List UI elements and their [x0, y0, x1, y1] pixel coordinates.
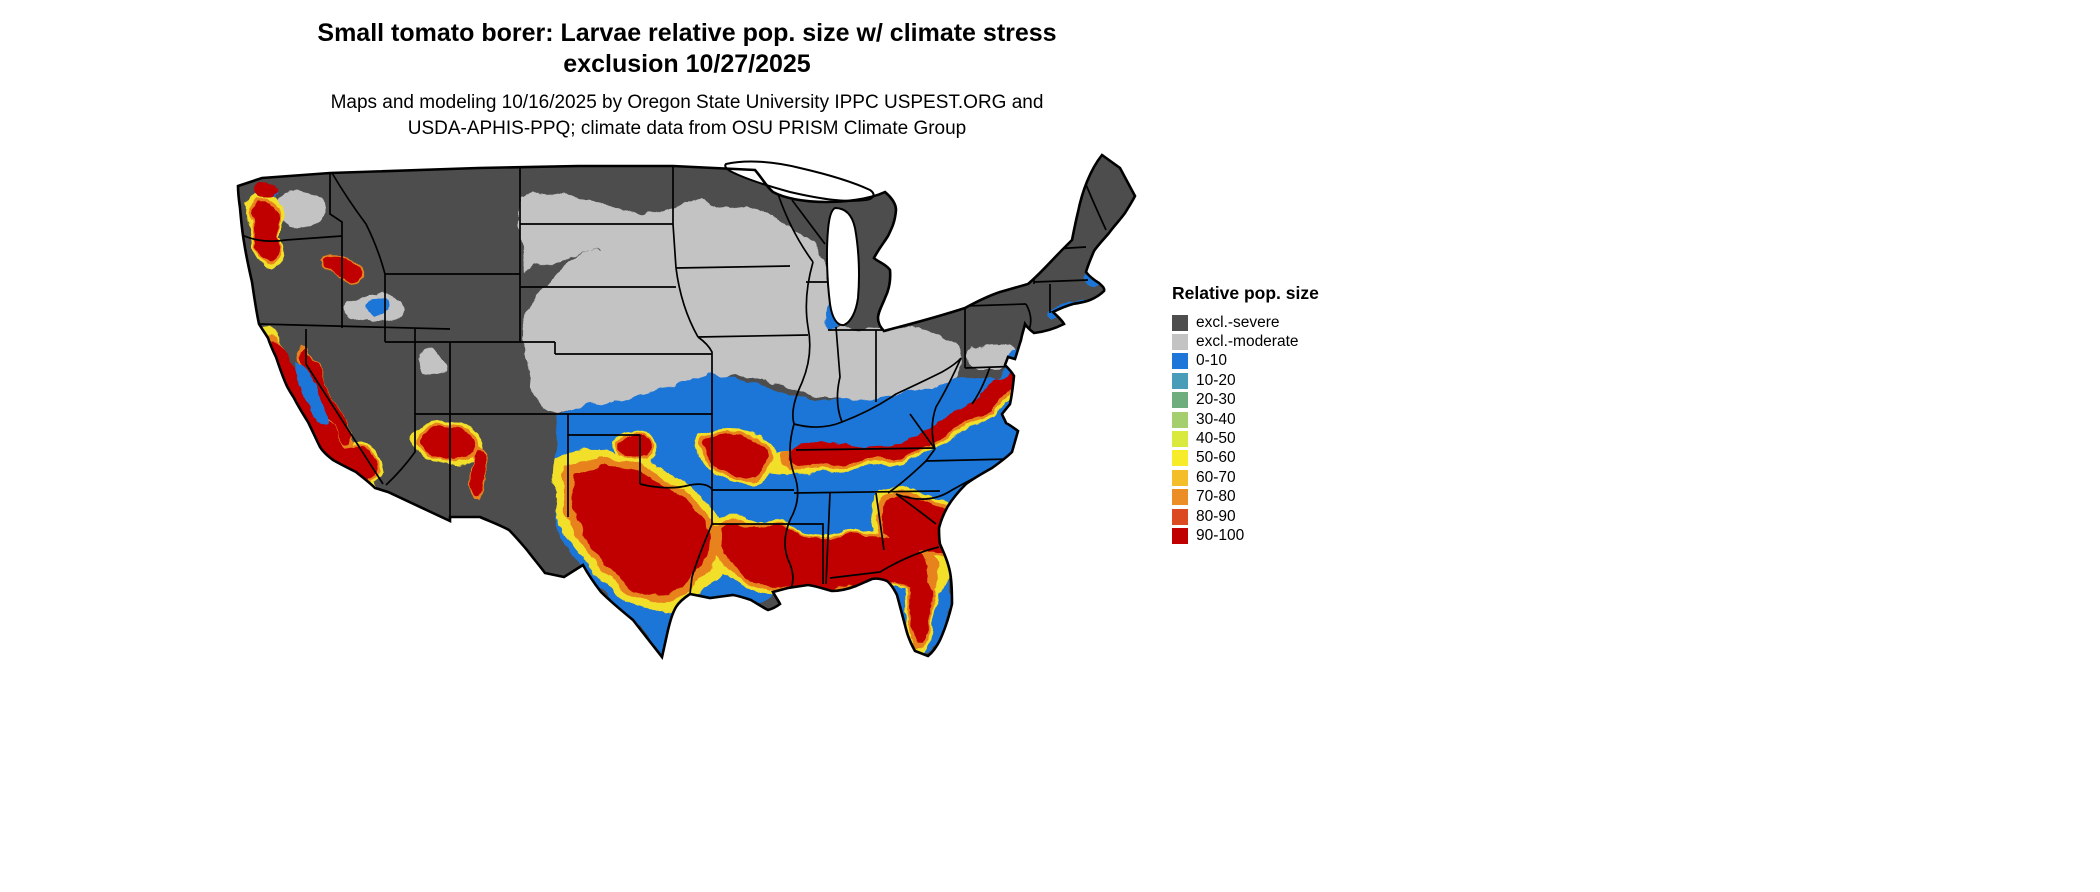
legend-item-label: 40-50	[1196, 430, 1236, 448]
page-subtitle: Maps and modeling 10/16/2025 by Oregon S…	[0, 90, 1374, 142]
legend-item: excl.-severe	[1172, 313, 1402, 332]
legend-item-label: excl.-moderate	[1196, 333, 1299, 351]
us-map-svg	[236, 153, 1137, 660]
great-lakes	[724, 160, 875, 327]
legend-swatch	[1172, 450, 1188, 467]
legend-item: 0-10	[1172, 352, 1402, 371]
region-low-pockets	[296, 362, 327, 426]
legend-item: 60-70	[1172, 468, 1402, 487]
legend-item-label: 50-60	[1196, 449, 1236, 467]
legend-item: 70-80	[1172, 488, 1402, 507]
subtitle-line-1: Maps and modeling 10/16/2025 by Oregon S…	[330, 92, 1044, 113]
legend-item-label: 30-40	[1196, 410, 1236, 428]
legend-swatch	[1172, 431, 1188, 448]
legend-swatch	[1172, 411, 1188, 428]
legend-swatch	[1172, 508, 1188, 525]
legend-item-label: 0-10	[1196, 352, 1228, 370]
region-excluded-moderate	[276, 191, 1020, 412]
legend-swatch	[1172, 392, 1188, 409]
legend-item-label: 60-70	[1196, 468, 1236, 486]
legend-item: 80-90	[1172, 507, 1402, 526]
legend-item-label: 70-80	[1196, 488, 1236, 506]
legend-item: 50-60	[1172, 449, 1402, 468]
legend-swatch	[1172, 334, 1188, 351]
legend-swatch	[1172, 372, 1188, 389]
legend-item: 10-20	[1172, 371, 1402, 390]
legend-swatch	[1172, 489, 1188, 506]
title-line-1: Small tomato borer: Larvae relative pop.…	[317, 19, 1057, 47]
legend-swatch	[1172, 353, 1188, 370]
map-fills	[238, 155, 1135, 657]
legend-title: Relative pop. size	[1172, 283, 1319, 303]
legend-item-label: 90-100	[1196, 526, 1245, 544]
lake-michigan-icon	[825, 206, 860, 327]
map-legend: Relative pop. size excl.-severe excl.-mo…	[1172, 283, 1402, 546]
legend-swatch	[1172, 469, 1188, 486]
legend-item-label: excl.-severe	[1196, 313, 1280, 331]
legend-item: 20-30	[1172, 391, 1402, 410]
legend-item: 30-40	[1172, 410, 1402, 429]
legend-item-label: 10-20	[1196, 371, 1236, 389]
legend-item: 40-50	[1172, 429, 1402, 448]
legend-item: excl.-moderate	[1172, 332, 1402, 351]
page-title: Small tomato borer: Larvae relative pop.…	[0, 18, 1374, 80]
legend-item: 90-100	[1172, 526, 1402, 545]
us-outline	[236, 153, 1137, 660]
legend-item-label: 20-30	[1196, 391, 1236, 409]
subtitle-line-2: USDA-APHIS-PPQ; climate data from OSU PR…	[407, 118, 967, 139]
title-line-2: exclusion 10/27/2025	[563, 50, 811, 78]
us-map	[228, 152, 1142, 664]
lake-superior-icon	[724, 160, 875, 202]
legend-item-label: 80-90	[1196, 507, 1236, 525]
legend-swatch	[1172, 527, 1188, 544]
legend-swatch	[1172, 314, 1188, 331]
